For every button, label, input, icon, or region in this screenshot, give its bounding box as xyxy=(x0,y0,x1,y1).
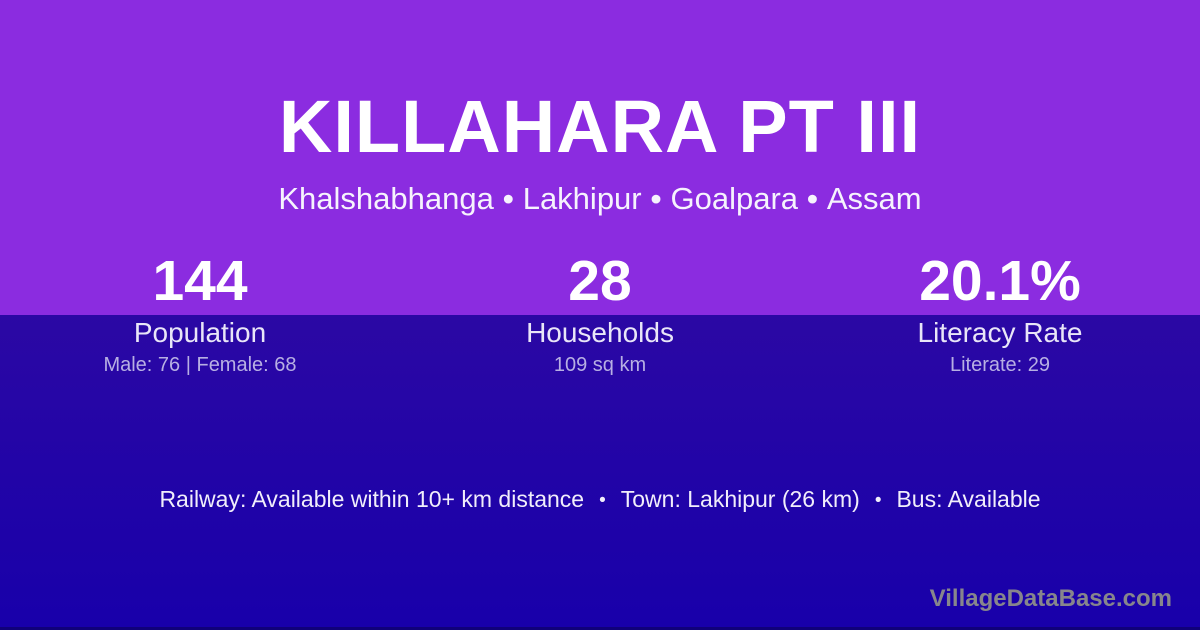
dot-separator: • xyxy=(874,490,882,511)
location-breadcrumb: Khalshabhanga • Lakhipur • Goalpara • Assam xyxy=(0,182,1200,216)
village-name-title: KILLAHARA PT III xyxy=(278,85,922,168)
population-label: Population xyxy=(133,317,267,348)
stat-households: 28 Households 109 sq km xyxy=(400,251,800,376)
dot-separator: • xyxy=(599,490,606,511)
details-section-background xyxy=(0,315,1200,630)
header-section-background xyxy=(0,0,1200,315)
bottom-edge-strip xyxy=(0,627,1200,630)
dot-separator: • xyxy=(502,181,514,216)
households-value: 28 xyxy=(568,249,632,313)
location-village: Khalshabhanga xyxy=(278,181,494,216)
literacy-rate-detail: Literate: 29 xyxy=(949,354,1051,376)
literacy-rate-label: Literacy Rate xyxy=(917,317,1083,348)
railway-info: Railway: Available within 10+ km distanc… xyxy=(159,486,585,512)
location-block: Lakhipur xyxy=(522,181,642,216)
dot-separator: • xyxy=(807,181,818,216)
households-detail: 109 sq km xyxy=(553,354,647,376)
location-state: Assam xyxy=(826,181,922,216)
stats-row: 144 Population Male: 76 | Female: 68 28 … xyxy=(0,251,1200,376)
population-detail: Male: 76 | Female: 68 xyxy=(103,354,297,376)
bus-info: Bus: Available xyxy=(896,486,1041,512)
households-label: Households xyxy=(526,317,674,348)
location-district: Goalpara xyxy=(670,181,799,216)
watermark-brand: VillageDataBase.com xyxy=(929,585,1172,612)
literacy-rate-value: 20.1% xyxy=(919,249,1081,313)
stat-literacy-rate: 20.1% Literacy Rate Literate: 29 xyxy=(800,251,1200,376)
transport-info-line: Railway: Available within 10+ km distanc… xyxy=(0,484,1200,516)
town-info: Town: Lakhipur (26 km) xyxy=(620,486,860,512)
stat-population: 144 Population Male: 76 | Female: 68 xyxy=(0,251,400,376)
dot-separator: • xyxy=(650,181,662,216)
population-value: 144 xyxy=(152,249,248,313)
